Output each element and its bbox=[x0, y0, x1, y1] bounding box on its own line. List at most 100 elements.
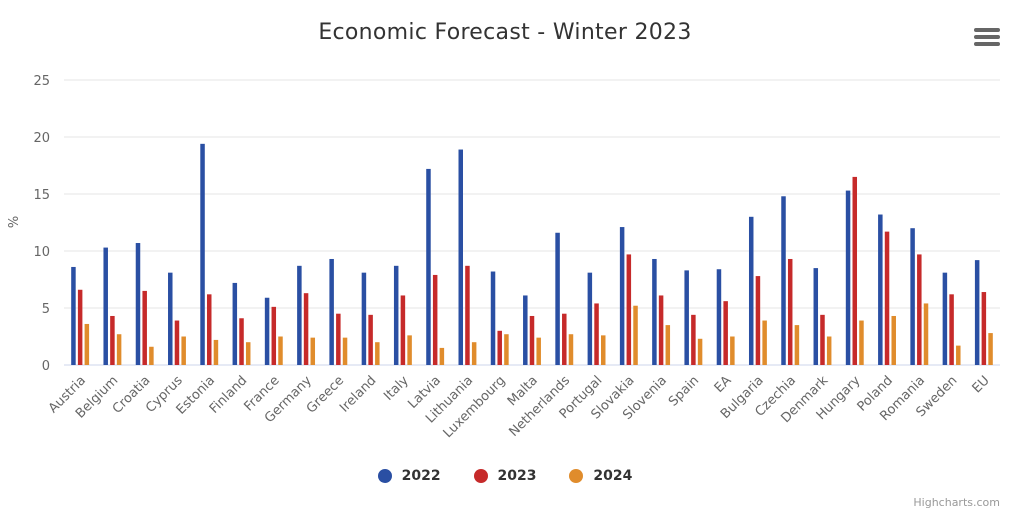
bar-2023-slovenia[interactable] bbox=[658, 295, 664, 365]
bar-2022-spain[interactable] bbox=[684, 270, 689, 365]
bar-2023-ireland[interactable] bbox=[368, 314, 373, 365]
bar-2024-luxembourg[interactable] bbox=[504, 334, 509, 365]
bar-2022-slovakia[interactable] bbox=[619, 227, 625, 365]
bar-2024-czechia[interactable] bbox=[794, 325, 800, 365]
bar-2023-belgium[interactable] bbox=[110, 315, 115, 365]
bar-2022-austria[interactable] bbox=[71, 266, 76, 365]
bar-2023-croatia[interactable] bbox=[142, 290, 147, 365]
legend-item-2022[interactable]: 2022 bbox=[377, 468, 441, 484]
bar-2023-slovakia[interactable] bbox=[626, 254, 632, 365]
bar-2024-malta[interactable] bbox=[536, 337, 541, 365]
bar-2023-italy[interactable] bbox=[400, 295, 406, 365]
bar-2023-czechia[interactable] bbox=[787, 258, 793, 365]
bar-2022-latvia[interactable] bbox=[426, 168, 431, 365]
bar-2024-spain[interactable] bbox=[697, 338, 703, 365]
bar-2022-malta[interactable] bbox=[523, 295, 528, 365]
bar-2024-germany[interactable] bbox=[310, 337, 316, 365]
bar-2023-germany[interactable] bbox=[303, 293, 309, 365]
bar-2024-slovenia[interactable] bbox=[665, 325, 671, 365]
bar-2023-greece[interactable] bbox=[336, 313, 341, 365]
bar-2024-greece[interactable] bbox=[342, 337, 348, 365]
bar-2024-hungary[interactable] bbox=[859, 320, 864, 365]
bar-2022-czechia[interactable] bbox=[781, 196, 786, 365]
bar-2023-latvia[interactable] bbox=[432, 274, 438, 365]
bar-2024-france[interactable] bbox=[278, 336, 283, 366]
bar-2022-italy[interactable] bbox=[393, 265, 399, 365]
bar-2023-romania[interactable] bbox=[917, 254, 922, 365]
bar-2022-germany[interactable] bbox=[297, 265, 302, 365]
bar-2022-denmark[interactable] bbox=[813, 268, 819, 365]
y-tick-label: 0 bbox=[42, 359, 50, 374]
bar-2023-eu[interactable] bbox=[981, 292, 987, 365]
bar-2024-austria[interactable] bbox=[84, 323, 90, 365]
bar-2022-france[interactable] bbox=[264, 297, 270, 365]
credits-link[interactable]: Highcharts.com bbox=[913, 496, 1000, 509]
bar-2023-luxembourg[interactable] bbox=[497, 330, 502, 365]
bar-2023-estonia[interactable] bbox=[206, 294, 212, 365]
bar-2024-poland[interactable] bbox=[891, 315, 896, 365]
legend-item-2023[interactable]: 2023 bbox=[473, 468, 536, 484]
bar-2022-slovenia[interactable] bbox=[652, 258, 657, 365]
bar-2023-lithuania[interactable] bbox=[465, 265, 470, 365]
bar-2024-ea[interactable] bbox=[730, 336, 735, 366]
bar-2024-sweden[interactable] bbox=[956, 345, 961, 365]
bar-2023-austria[interactable] bbox=[77, 289, 83, 365]
legend-symbol-2023 bbox=[473, 469, 488, 483]
bar-2024-lithuania[interactable] bbox=[471, 342, 477, 365]
bar-2022-poland[interactable] bbox=[878, 214, 883, 365]
bar-2024-bulgaria[interactable] bbox=[762, 320, 767, 365]
bar-2022-croatia[interactable] bbox=[135, 243, 141, 365]
bar-2022-cyprus[interactable] bbox=[168, 272, 173, 365]
bar-2024-croatia[interactable] bbox=[149, 346, 154, 365]
bar-2022-finland[interactable] bbox=[232, 282, 238, 365]
bar-2022-romania[interactable] bbox=[910, 228, 915, 365]
bar-2022-greece[interactable] bbox=[329, 258, 334, 365]
bar-2023-poland[interactable] bbox=[884, 231, 890, 365]
bar-2024-denmark[interactable] bbox=[826, 336, 832, 366]
bar-2024-belgium[interactable] bbox=[116, 334, 122, 365]
bar-2022-bulgaria[interactable] bbox=[748, 216, 754, 365]
bar-2022-ea[interactable] bbox=[716, 269, 722, 365]
bar-2024-romania[interactable] bbox=[923, 303, 929, 365]
bar-2022-eu[interactable] bbox=[974, 260, 980, 365]
bar-2023-portugal[interactable] bbox=[594, 303, 599, 365]
bar-2023-malta[interactable] bbox=[529, 315, 535, 365]
bar-2022-estonia[interactable] bbox=[200, 143, 205, 365]
bar-2024-slovakia[interactable] bbox=[633, 305, 638, 365]
bar-2023-bulgaria[interactable] bbox=[755, 276, 761, 365]
bar-2023-denmark[interactable] bbox=[820, 314, 825, 365]
bar-2023-netherlands[interactable] bbox=[562, 313, 567, 365]
bar-2024-estonia[interactable] bbox=[213, 339, 219, 365]
bar-2022-portugal[interactable] bbox=[587, 272, 593, 365]
legend-symbol-2022 bbox=[377, 469, 392, 483]
bar-2022-hungary[interactable] bbox=[845, 190, 851, 365]
bar-2024-eu[interactable] bbox=[988, 333, 993, 365]
bar-2023-spain[interactable] bbox=[691, 314, 696, 365]
legend-symbol-2024 bbox=[569, 469, 584, 483]
bar-2022-luxembourg[interactable] bbox=[490, 271, 496, 365]
bar-2023-ea[interactable] bbox=[723, 301, 728, 365]
bar-2024-latvia[interactable] bbox=[439, 347, 445, 365]
bar-2024-cyprus[interactable] bbox=[181, 336, 186, 366]
bar-2024-ireland[interactable] bbox=[375, 342, 380, 365]
legend-item-2024[interactable]: 2024 bbox=[569, 468, 632, 484]
bar-2024-finland[interactable] bbox=[245, 342, 251, 365]
y-tick-label: 10 bbox=[33, 245, 50, 260]
hamburger-menu-icon[interactable] bbox=[974, 28, 1000, 52]
bar-2023-cyprus[interactable] bbox=[174, 320, 180, 365]
bar-2022-ireland[interactable] bbox=[361, 272, 367, 365]
bar-2022-sweden[interactable] bbox=[942, 272, 948, 365]
bar-2024-italy[interactable] bbox=[407, 335, 412, 365]
bar-2022-lithuania[interactable] bbox=[458, 149, 464, 365]
bar-2022-belgium[interactable] bbox=[103, 247, 108, 365]
bar-2023-sweden[interactable] bbox=[949, 294, 954, 365]
y-tick-label: 5 bbox=[42, 302, 50, 317]
bar-2024-netherlands[interactable] bbox=[568, 334, 574, 365]
bar-2024-portugal[interactable] bbox=[601, 335, 606, 365]
bar-2023-finland[interactable] bbox=[239, 318, 244, 365]
bar-2023-france[interactable] bbox=[271, 306, 277, 365]
bar-2023-hungary[interactable] bbox=[852, 176, 858, 365]
bar-2022-netherlands[interactable] bbox=[555, 232, 560, 365]
